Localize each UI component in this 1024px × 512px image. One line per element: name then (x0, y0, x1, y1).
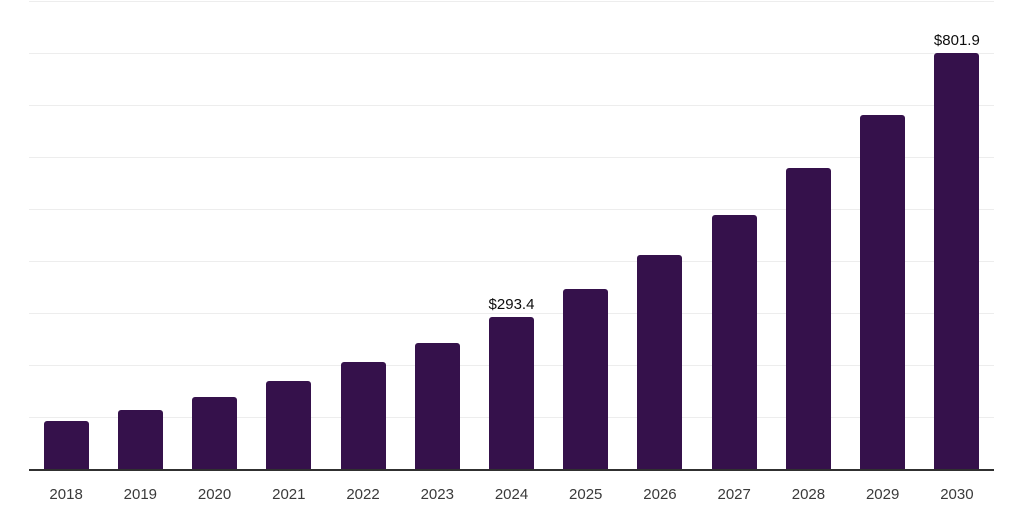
gridline (29, 157, 994, 158)
data-label-2024: $293.4 (488, 296, 535, 314)
gridline (29, 209, 994, 210)
bar-2022[interactable] (340, 362, 386, 470)
bar-2030[interactable] (934, 53, 980, 470)
x-tick-2028: 2028 (791, 486, 826, 503)
gridline (29, 53, 994, 54)
x-tick-2018: 2018 (49, 486, 83, 503)
x-tick-2019: 2019 (123, 486, 158, 503)
bar-2020[interactable] (192, 396, 238, 470)
bar-2028[interactable] (785, 167, 831, 470)
x-tick-2027: 2027 (717, 486, 751, 503)
gridline (29, 261, 994, 262)
x-tick-2024: 2024 (494, 486, 529, 503)
bar-2024[interactable] (489, 317, 534, 470)
x-tick-2029: 2029 (865, 486, 900, 503)
bar-2026[interactable] (637, 254, 683, 470)
gridline (29, 1, 994, 2)
plot-area (29, 1, 994, 470)
bar-2027[interactable] (711, 214, 757, 470)
x-tick-2026: 2026 (643, 486, 677, 503)
x-axis-line (29, 469, 994, 471)
bar-2021[interactable] (266, 381, 312, 470)
x-tick-2023: 2023 (420, 486, 454, 503)
bar-2025[interactable] (563, 289, 609, 470)
x-tick-2025: 2025 (569, 486, 603, 503)
gridline (29, 105, 994, 106)
x-tick-2021: 2021 (272, 486, 306, 503)
x-tick-2030: 2030 (940, 486, 974, 503)
bar-2023[interactable] (414, 342, 460, 470)
x-tick-2020: 2020 (197, 486, 232, 503)
bar-2029[interactable] (860, 114, 906, 470)
x-tick-2022: 2022 (346, 486, 380, 503)
bar-2019[interactable] (117, 409, 163, 470)
data-label-2030: $801.9 (933, 32, 980, 50)
bar-2018[interactable] (43, 420, 89, 470)
gridline (29, 313, 994, 314)
